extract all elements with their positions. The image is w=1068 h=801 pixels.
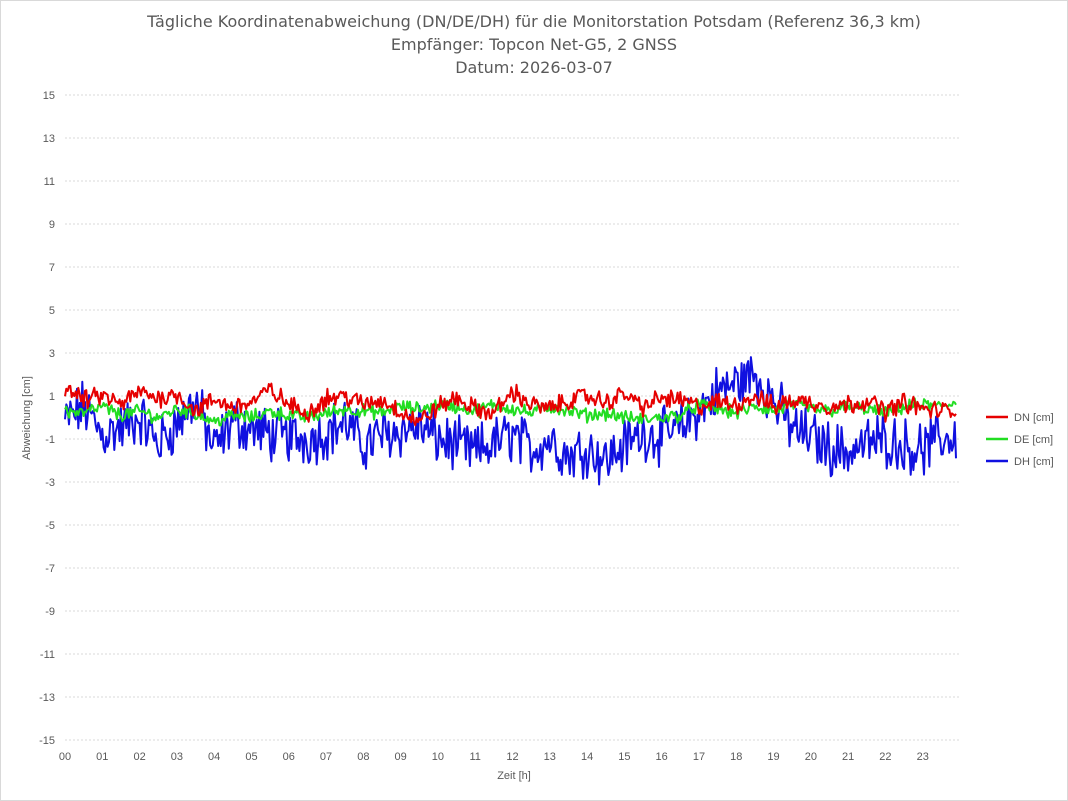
y-tick-label: -11 xyxy=(40,649,55,661)
series-lines xyxy=(64,356,957,486)
x-tick-label: 19 xyxy=(767,751,779,763)
x-tick-label: 03 xyxy=(171,751,183,763)
x-tick-label: 22 xyxy=(879,751,891,763)
y-tick-label: 9 xyxy=(49,219,55,231)
y-tick-label: -15 xyxy=(39,735,55,747)
x-tick-label: 09 xyxy=(395,751,407,763)
x-tick-label: 16 xyxy=(656,751,668,763)
x-tick-label: 01 xyxy=(96,751,108,763)
chart-title: Tägliche Koordinatenabweichung (DN/DE/DH… xyxy=(147,12,921,31)
x-tick-label: 10 xyxy=(432,751,444,763)
x-tick-label: 04 xyxy=(208,751,220,763)
series-line-dh xyxy=(64,356,957,486)
chart-subtitle-date: Datum: 2026-03-07 xyxy=(455,58,613,77)
y-tick-label: 3 xyxy=(49,348,55,360)
x-tick-label: 08 xyxy=(357,751,369,763)
y-tick-label: -1 xyxy=(45,434,55,446)
y-tick-label: 7 xyxy=(49,262,55,274)
y-axis-ticks: 15 13 11 9 7 5 3 1 -1 -3 -5 -7 -9 -11 -13 -15 xyxy=(39,90,55,747)
x-tick-label: 02 xyxy=(133,751,145,763)
x-tick-label: 15 xyxy=(618,751,630,763)
y-tick-label: -7 xyxy=(45,563,55,575)
y-tick-label: -3 xyxy=(45,477,55,489)
y-tick-label: 15 xyxy=(43,90,55,102)
chart-subtitle-receiver: Empfänger: Topcon Net-G5, 2 GNSS xyxy=(390,35,678,54)
y-axis-label: Abweichung [cm] xyxy=(21,376,33,460)
gridlines xyxy=(65,94,960,741)
y-tick-label: 1 xyxy=(49,391,55,403)
y-tick-label: -9 xyxy=(45,606,55,618)
x-tick-label: 17 xyxy=(693,751,705,763)
legend-entry: DH [cm] xyxy=(1014,456,1054,468)
y-tick-label: 5 xyxy=(49,305,55,317)
y-tick-label: -13 xyxy=(39,692,55,704)
x-tick-label: 18 xyxy=(730,751,742,763)
x-tick-label: 11 xyxy=(469,751,480,763)
legend-entry: DE [cm] xyxy=(1014,434,1053,446)
x-axis-ticks: 00 01 02 03 04 05 06 07 08 09 10 11 12 13 14 15 16 17 18 19… xyxy=(59,751,929,763)
series-line-dn xyxy=(64,382,957,427)
x-tick-label: 07 xyxy=(320,751,332,763)
y-tick-label: 13 xyxy=(43,133,55,145)
x-tick-label: 21 xyxy=(842,751,854,763)
x-tick-label: 14 xyxy=(581,751,593,763)
x-tick-label: 13 xyxy=(544,751,556,763)
x-tick-label: 12 xyxy=(506,751,518,763)
y-tick-label: -5 xyxy=(45,520,55,532)
x-tick-label: 06 xyxy=(283,751,295,763)
x-tick-label: 05 xyxy=(245,751,257,763)
series-line-de xyxy=(64,397,957,427)
y-tick-label: 11 xyxy=(44,176,55,188)
x-axis-label: Zeit [h] xyxy=(497,770,531,782)
legend-entry: DN [cm] xyxy=(1014,412,1054,424)
legend: DN [cm] DE [cm] DH [cm] xyxy=(986,412,1054,468)
x-tick-label: 20 xyxy=(805,751,817,763)
x-tick-label: 23 xyxy=(917,751,929,763)
x-tick-label: 00 xyxy=(59,751,71,763)
